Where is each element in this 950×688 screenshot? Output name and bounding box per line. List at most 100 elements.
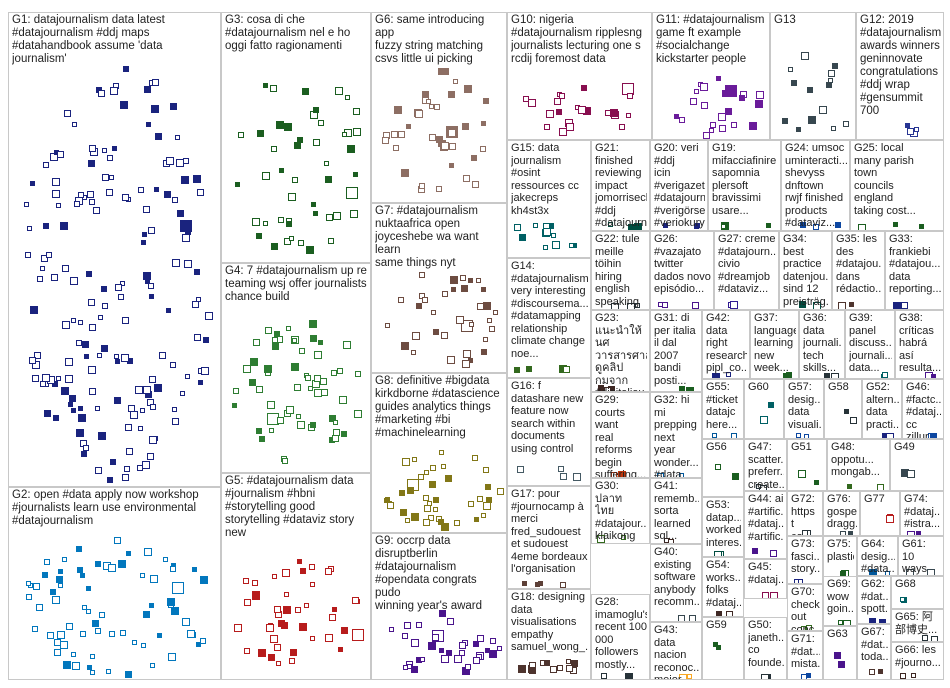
graph-node [192, 301, 200, 309]
group-g8: G8: definitive #bigdata kirkdborne #data… [371, 373, 507, 533]
group-label: G18: designing data visualisations empat… [511, 591, 588, 653]
graph-node [143, 610, 151, 618]
graph-node [393, 144, 400, 151]
group-label: G3: cosa di che #datajournalism nel e ho… [225, 14, 351, 52]
graph-node [328, 414, 336, 422]
graph-node [441, 141, 450, 150]
group-g7: G7: #datajournalism nuktaafrica open joy… [371, 203, 507, 373]
graph-node [431, 634, 439, 642]
graph-node [414, 109, 423, 118]
graph-node [177, 210, 185, 218]
graph-node [543, 660, 550, 667]
graph-node [440, 522, 449, 531]
graph-node [125, 424, 133, 432]
graph-node [570, 659, 578, 667]
graph-node [310, 581, 316, 587]
graph-node [428, 514, 435, 521]
graph-node [101, 148, 107, 154]
group-label: G46: #factc... #dataj... cc zillur [906, 381, 941, 439]
graph-node [278, 620, 286, 628]
graph-node [688, 614, 696, 621]
graph-node [838, 301, 847, 309]
graph-node [399, 490, 406, 496]
graph-node [770, 591, 779, 598]
graph-node [32, 625, 39, 632]
graph-node [662, 302, 669, 309]
graph-node [29, 305, 38, 314]
graph-node [425, 99, 431, 105]
graph-node [678, 117, 685, 124]
graph-node [294, 607, 301, 614]
graph-node [826, 81, 833, 88]
graph-node [270, 242, 278, 250]
graph-node [474, 517, 479, 523]
graph-node [234, 624, 243, 633]
group-g52: G52: altern... data practi... [862, 379, 902, 439]
graph-node [324, 634, 333, 643]
graph-node [148, 227, 156, 235]
graph-node [560, 582, 567, 588]
graph-node [109, 458, 116, 465]
graph-node [242, 578, 249, 585]
group-label: G23: แนะนำให้ นศ วารสารศาสตร์ ดูคลิป กมจ… [595, 312, 647, 391]
graph-node [205, 312, 214, 321]
graph-node [438, 648, 444, 654]
graph-node [98, 611, 105, 618]
graph-node [565, 122, 574, 131]
graph-node [401, 632, 408, 639]
graph-node [473, 656, 481, 664]
group-g74: G74: #dataj... #istra... [900, 491, 944, 536]
group-label: G69: wow goin... [827, 578, 854, 615]
graph-node [25, 594, 32, 601]
group-g77: G77 [860, 491, 900, 536]
graph-node [831, 373, 840, 378]
graph-node [26, 226, 32, 231]
graph-node [146, 453, 154, 461]
graph-node [926, 569, 935, 575]
graph-node [317, 340, 323, 346]
graph-node [759, 416, 768, 425]
graph-node [402, 457, 411, 466]
graph-node [492, 310, 498, 316]
group-g4: G4: 7 #datajournalism up re teaming wsj … [221, 263, 371, 473]
graph-node [411, 332, 420, 341]
graph-node [112, 146, 118, 152]
graph-node [321, 389, 329, 397]
graph-node [528, 666, 536, 674]
graph-node [626, 112, 632, 118]
graph-node [410, 350, 416, 356]
graph-node [341, 131, 347, 137]
group-label: G31: di per italia il dal 2007 bandi pos… [654, 312, 696, 387]
graph-node [352, 628, 365, 641]
graph-node [404, 621, 412, 629]
graph-node [57, 630, 66, 639]
graph-node [893, 222, 898, 228]
graph-node [299, 567, 306, 574]
graph-node [673, 114, 679, 120]
graph-node [546, 110, 554, 119]
group-g37: G37: language learning new week... [750, 310, 799, 379]
graph-node [679, 673, 688, 679]
group-g67: G67: #dat... toda... [857, 624, 891, 680]
group-label: G13 [774, 14, 796, 26]
graph-node [250, 357, 259, 366]
graph-node [77, 413, 86, 422]
graph-node [437, 68, 445, 76]
graph-node [858, 223, 867, 230]
graph-node [715, 644, 721, 650]
graph-node [881, 372, 888, 378]
graph-node [422, 297, 429, 304]
group-g63: G63 [823, 626, 857, 680]
graph-node [119, 280, 125, 286]
group-g57: G57: desig... data visuali... [784, 379, 824, 439]
graph-node [279, 167, 285, 173]
graph-node [441, 464, 447, 470]
graph-node [312, 106, 319, 113]
graph-node [819, 105, 828, 114]
graph-node [714, 464, 721, 471]
graph-node [309, 335, 317, 342]
graph-node [447, 356, 456, 365]
graph-node [462, 359, 471, 368]
group-label: G76: gospel dragg... [827, 493, 857, 530]
graph-node [703, 132, 711, 139]
